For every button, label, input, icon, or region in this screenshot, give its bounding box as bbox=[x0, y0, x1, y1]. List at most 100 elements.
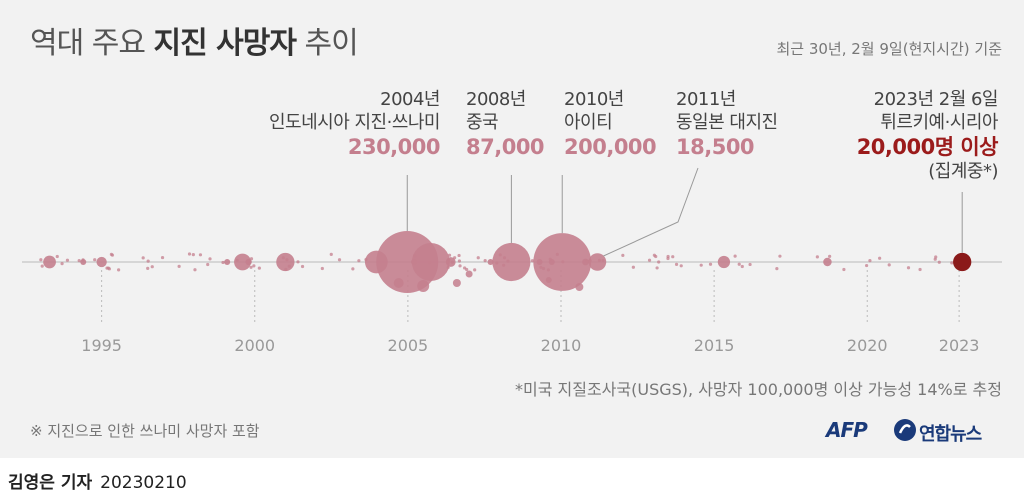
minor-quake-dot bbox=[300, 264, 305, 269]
quake-bubble bbox=[487, 259, 494, 265]
minor-quake-dot bbox=[740, 264, 744, 269]
minor-quake-dot bbox=[117, 268, 121, 272]
highlight-bubble bbox=[953, 252, 972, 272]
annotation-year: 2004년 bbox=[380, 89, 440, 110]
minor-quake-dot bbox=[357, 259, 361, 263]
leader-line-2011 bbox=[603, 167, 699, 257]
quake-bubble bbox=[224, 259, 231, 265]
minor-quake-dot bbox=[105, 266, 109, 270]
bubble-chart: 1995 2000 2005 2010 2015 2020 2023 bbox=[22, 167, 1002, 355]
minor-quake-dot bbox=[457, 259, 461, 263]
annotation-value-note: (집계중*) bbox=[928, 161, 998, 182]
annotation-value: 230,000 bbox=[347, 135, 441, 159]
annotation-year: 2008년 bbox=[466, 89, 526, 110]
byline-author: 김영은 기자 bbox=[8, 473, 93, 493]
minor-quake-dot bbox=[708, 262, 713, 266]
minor-quake-dot bbox=[621, 253, 625, 257]
afp-logo: AFP bbox=[826, 418, 868, 442]
minor-quake-dot bbox=[206, 262, 210, 267]
quake-bubble bbox=[582, 258, 589, 266]
minor-quake-dot bbox=[674, 262, 679, 266]
minor-quake-dot bbox=[221, 260, 225, 265]
x-tick-label: 2020 bbox=[847, 336, 888, 355]
x-tick-label: 1995 bbox=[81, 336, 122, 355]
minor-quake-dot bbox=[530, 259, 535, 263]
quake-bubble bbox=[276, 252, 295, 272]
minor-quake-dot bbox=[296, 260, 300, 264]
annotation-place: 인도네시아 지진·쓰나미 bbox=[268, 112, 441, 133]
annotation-year: 2011년 bbox=[676, 89, 736, 110]
x-tick-label: 2000 bbox=[234, 336, 275, 355]
minor-quake-dot bbox=[865, 263, 869, 268]
minor-quake-dot bbox=[193, 268, 197, 272]
annotation-value: 20,000명 이상 bbox=[856, 135, 999, 159]
minor-quake-dot bbox=[77, 258, 81, 263]
x-tick-label: 2023 bbox=[939, 336, 980, 355]
minor-quake-dot bbox=[141, 256, 145, 260]
minor-quake-dot bbox=[55, 254, 59, 259]
minor-quake-dot bbox=[679, 264, 683, 268]
aftershock-bubble bbox=[465, 270, 473, 278]
minor-quake-dot bbox=[778, 254, 782, 258]
annotation-2004: 2004년 인도네시아 지진·쓰나미 230,000 bbox=[0, 88, 441, 160]
infographic-panel bbox=[0, 0, 1024, 458]
quake-bubble bbox=[823, 257, 832, 267]
minor-quake-dot bbox=[208, 257, 212, 261]
tsunami-footnote: ※ 지진으로 인한 쓰나미 사망자 포함 bbox=[30, 422, 260, 440]
minor-quake-dot bbox=[950, 261, 954, 265]
quake-bubble bbox=[80, 259, 87, 265]
minor-quake-dot bbox=[699, 263, 703, 267]
minor-quake-dot bbox=[177, 264, 181, 268]
annotation-place: 동일본 대지진 bbox=[676, 112, 778, 133]
annotation-2008: 2008년 중국 87,000 bbox=[466, 88, 545, 160]
quake-bubble bbox=[533, 233, 592, 291]
annotation-2023: 2023년 2월 6일 튀르키예·시리아 20,000명 이상 (집계중*) bbox=[0, 88, 999, 183]
minor-quake-dot bbox=[146, 266, 150, 270]
minor-quake-dot bbox=[906, 266, 911, 270]
minor-quake-dot bbox=[337, 258, 342, 262]
byline-date: 20230210 bbox=[100, 473, 187, 493]
page-title: 역대 주요 지진 사망자 추이 bbox=[30, 24, 359, 64]
minor-quake-dot bbox=[457, 253, 461, 258]
minor-quake-dot bbox=[257, 266, 261, 270]
minor-quake-dot bbox=[937, 260, 941, 264]
quake-bubble bbox=[96, 256, 107, 268]
minor-quake-dot bbox=[737, 262, 741, 266]
minor-quake-dot bbox=[329, 252, 333, 256]
annotation-place: 중국 bbox=[466, 112, 499, 133]
x-tick-label: 2005 bbox=[388, 336, 429, 355]
quake-bubble bbox=[588, 253, 607, 271]
annotation-place: 튀르키예·시리아 bbox=[880, 112, 998, 133]
quake-bubble bbox=[43, 255, 56, 269]
title-part-2: 지진 사망자 bbox=[153, 26, 296, 61]
minor-quake-dot bbox=[631, 265, 635, 269]
annotation-2011: 2011년 동일본 대지진 18,500 bbox=[676, 88, 778, 160]
quake-bubble bbox=[445, 257, 456, 267]
annotation-value: 200,000 bbox=[564, 135, 657, 159]
minor-quake-dot bbox=[842, 267, 846, 272]
annotation-2010: 2010년 아이티 200,000 bbox=[564, 88, 657, 160]
minor-quake-dot bbox=[191, 252, 195, 257]
annotation-place: 아이티 bbox=[564, 112, 613, 133]
title-part-3: 추이 bbox=[304, 26, 358, 61]
aftershock-bubble bbox=[452, 279, 461, 287]
minor-quake-dot bbox=[887, 263, 891, 267]
quake-bubble bbox=[245, 258, 252, 266]
minor-quake-dot bbox=[657, 260, 661, 264]
subtitle: 최근 30년, 2월 9일(현지시간) 기준 bbox=[776, 40, 1002, 58]
minor-quake-dot bbox=[458, 264, 462, 268]
minor-quake-dot bbox=[483, 259, 487, 263]
minor-quake-dot bbox=[933, 257, 937, 261]
quake-bubble bbox=[717, 255, 731, 269]
minor-quake-dot bbox=[671, 255, 675, 259]
annotation-year: 2010년 bbox=[564, 89, 624, 110]
minor-quake-dot bbox=[249, 265, 253, 269]
minor-quake-dot bbox=[146, 259, 150, 263]
minor-quake-dot bbox=[198, 253, 203, 257]
x-tick-label: 2010 bbox=[541, 336, 582, 355]
minor-quake-dot bbox=[93, 258, 97, 262]
minor-quake-dot bbox=[815, 255, 819, 259]
annotation-year: 2023년 2월 6일 bbox=[873, 89, 999, 110]
minor-quake-dot bbox=[647, 258, 652, 262]
minor-quake-dot bbox=[666, 256, 670, 261]
